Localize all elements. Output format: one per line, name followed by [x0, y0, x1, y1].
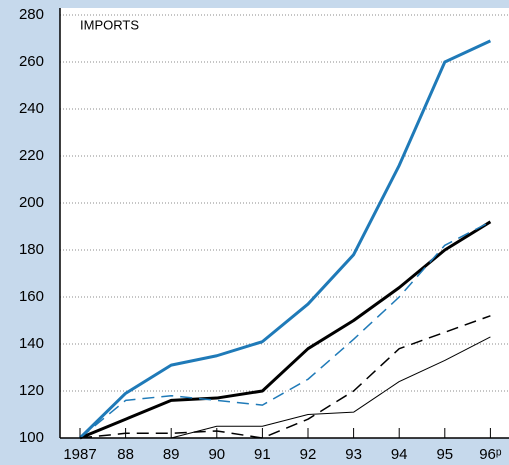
- series-line: [79, 221, 491, 439]
- y-tick-label: 140: [19, 335, 44, 352]
- x-tick-label: 92: [300, 446, 317, 463]
- y-tick-label: 220: [19, 147, 44, 164]
- series-line: [78, 39, 492, 440]
- y-tick-label: 260: [19, 53, 44, 70]
- y-tick-label: 120: [19, 382, 44, 399]
- x-tick-label: 91: [254, 446, 271, 463]
- x-tick-label: 94: [391, 446, 408, 463]
- y-tick-label: 180: [19, 241, 44, 258]
- series-line: [79, 220, 492, 440]
- x-tick-label: 89: [163, 446, 180, 463]
- x-tick-label: 88: [117, 446, 134, 463]
- series-line: [79, 315, 491, 439]
- y-tick-label: 100: [19, 429, 44, 446]
- x-tick-label: 93: [345, 446, 362, 463]
- plot-area: [60, 8, 509, 438]
- annotation: IMPORTS: [80, 17, 139, 32]
- x-tick-label: 1987: [63, 446, 96, 463]
- x-tick-label: 90: [208, 446, 225, 463]
- x-tick-label: 96ᵖ: [479, 446, 502, 463]
- y-tick-label: 200: [19, 194, 44, 211]
- y-tick-label: 160: [19, 288, 44, 305]
- y-tick-label: 280: [19, 6, 44, 23]
- x-tick-label: 95: [436, 446, 453, 463]
- y-tick-label: 240: [19, 100, 44, 117]
